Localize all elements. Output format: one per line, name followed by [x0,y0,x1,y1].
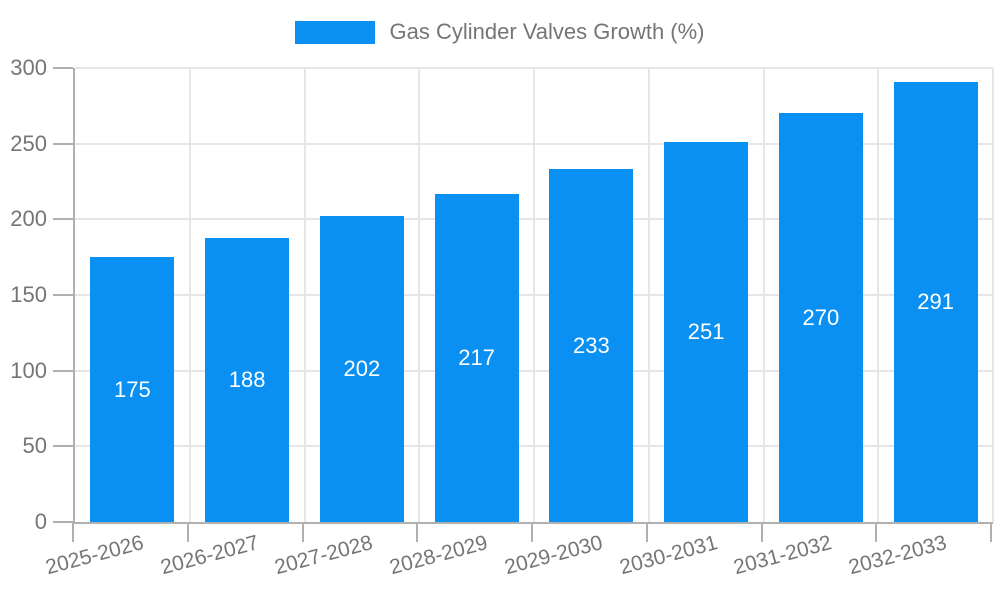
y-axis-tick [53,218,73,221]
bar-2027-2028: 202 [319,216,404,522]
gridline-v [762,68,765,522]
x-axis-tick [186,522,189,542]
gridline-v [647,68,650,522]
bar-2032-2033: 291 [893,81,978,522]
x-axis-tick [301,522,304,542]
bar-2025-2026: 175 [90,257,175,522]
y-axis-tick [53,445,73,448]
x-axis-tick [760,522,763,542]
bar-value-label: 233 [573,332,610,358]
bar-value-label: 270 [802,304,840,330]
bar-2031-2032: 270 [778,113,863,522]
x-axis-tick [416,522,419,542]
plot-area: 175 188 202 217 233 251 270 291 [73,67,994,524]
y-tick-label: 200 [10,206,47,232]
bar-value-label: 251 [687,319,725,345]
bar-value-label: 175 [114,376,151,402]
x-axis-tick [531,522,533,542]
y-tick-label: 150 [10,282,47,307]
x-tick-label: 2026-2027 [157,531,261,580]
y-axis-tick [53,67,73,69]
bar-2028-2029: 217 [434,193,519,522]
y-axis-tick [53,369,73,372]
y-tick-label: 250 [10,130,47,156]
x-tick-label: 2027-2028 [272,531,376,580]
bar-value-label: 291 [917,288,954,314]
legend[interactable]: Gas Cylinder Valves Growth (%) [0,18,1000,46]
bar-value-label: 217 [458,344,495,370]
x-tick-label: 2029-2030 [502,531,606,580]
bar-value-label: 202 [343,356,381,382]
bar-2026-2027: 188 [205,237,289,522]
x-axis-tick [645,522,648,542]
x-tick-label: 2028-2029 [387,531,491,580]
x-tick-label: 2032-2033 [846,531,950,580]
x-axis-tick [72,522,74,542]
y-axis-tick [53,142,73,145]
gridline-v [188,68,191,522]
x-axis-tick [875,522,878,542]
x-axis-tick [990,522,992,542]
x-tick-label: 2030-2031 [616,531,720,580]
gridline-v [533,68,535,522]
x-tick-label: 2031-2032 [731,531,835,580]
y-tick-label: 100 [10,357,47,383]
y-tick-label: 300 [10,55,47,80]
legend-label: Gas Cylinder Valves Growth (%) [389,19,705,44]
bar-value-label: 188 [228,366,266,392]
gridline-v [303,68,306,522]
x-tick-label: 2025-2026 [43,531,147,580]
gridline-v [877,68,880,522]
bar-2030-2031: 251 [664,142,748,522]
y-axis-tick [53,521,73,523]
bar-2029-2030: 233 [549,169,634,522]
gridline-v [992,68,994,522]
y-axis-tick [53,294,73,296]
legend-swatch-icon [295,20,376,44]
y-tick-label: 50 [22,433,47,459]
y-tick-label: 0 [34,509,47,534]
gridline-v [418,68,421,522]
